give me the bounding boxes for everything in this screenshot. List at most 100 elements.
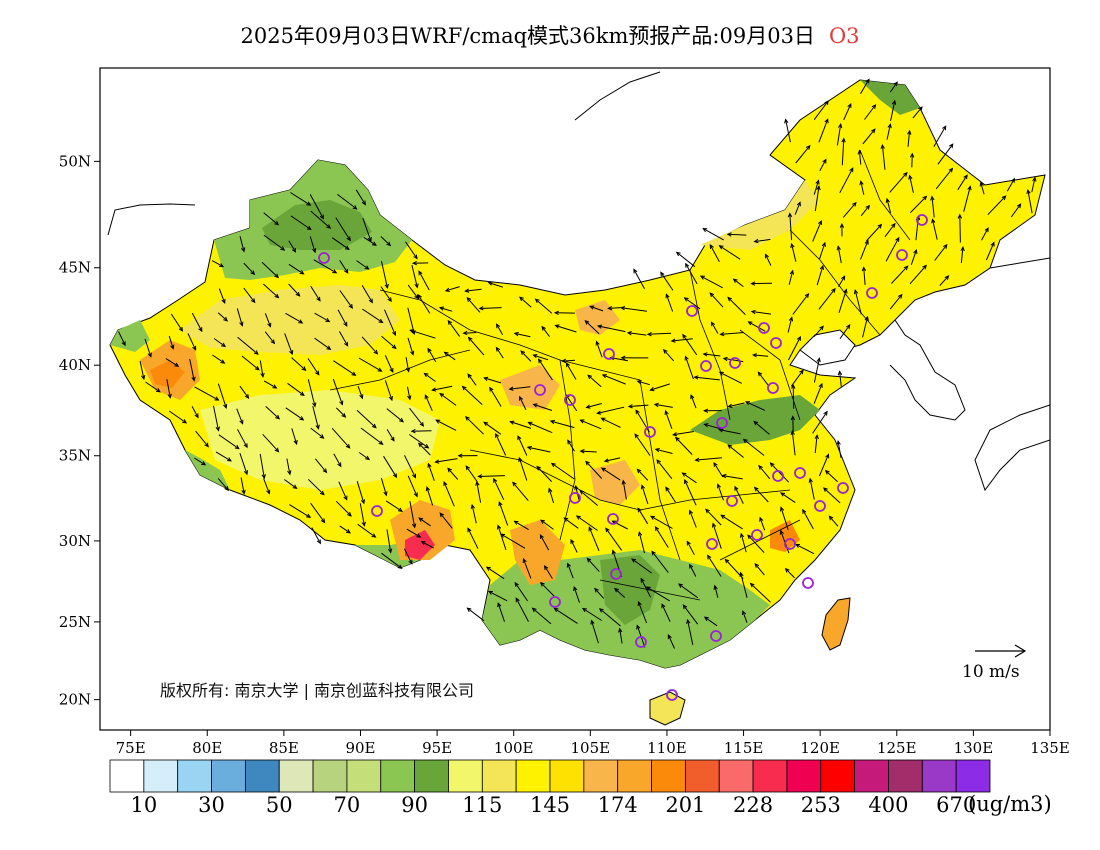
wind-arrow-head	[423, 372, 429, 378]
lon-tick-label: 75E	[116, 739, 146, 757]
wind-arrow	[812, 411, 828, 434]
wind-arrow-head	[427, 462, 432, 468]
wind-arrow	[935, 168, 953, 190]
wind-arrow	[765, 254, 772, 266]
wind-arrow-head	[424, 444, 430, 449]
wind-arrow	[818, 288, 836, 310]
wind-arrow	[554, 607, 578, 624]
wind-arrow-head	[550, 462, 556, 468]
wind-arrow-head	[289, 350, 294, 356]
wind-arrow	[465, 416, 484, 435]
pale-zone-inner-mongolia	[700, 180, 820, 250]
wind-arrow	[785, 119, 791, 143]
wind-arrow	[384, 309, 396, 336]
wind-arrow	[291, 357, 306, 371]
wind-arrow-head	[713, 584, 718, 590]
wind-arrow-head	[942, 125, 947, 131]
wind-arrow	[544, 565, 553, 579]
wind-arrow-head	[434, 459, 440, 464]
wind-arrow-head	[352, 205, 358, 210]
wind-arrow	[409, 407, 424, 427]
wind-arrow	[541, 326, 550, 338]
legend-value: 115	[462, 793, 502, 817]
wind-arrow-head	[239, 321, 244, 327]
wind-arrow	[788, 270, 794, 285]
wind-arrow-head	[585, 460, 590, 466]
wind-arrow-head	[717, 428, 724, 433]
wind-arrow-head	[877, 223, 883, 229]
wind-arrow	[239, 385, 249, 399]
wind-arrow-head	[410, 350, 415, 356]
wind-arrow-head	[686, 540, 691, 546]
wind-arrow	[576, 515, 598, 531]
station-marker	[814, 500, 826, 512]
wind-arrow	[673, 431, 694, 436]
lat-tick-label: 45N	[59, 259, 91, 277]
wind-arrow-head	[464, 288, 470, 293]
station-marker	[896, 249, 908, 261]
wind-arrow-head	[865, 204, 871, 210]
wind-arrow	[520, 350, 532, 362]
wind-arrow	[667, 634, 675, 649]
wind-arrow	[405, 357, 410, 372]
wind-arrow-head	[520, 350, 526, 356]
wind-arrow	[310, 502, 326, 523]
wind-arrow	[307, 379, 316, 407]
wind-arrow-head	[291, 247, 297, 253]
wind-arrow	[468, 337, 485, 356]
wind-arrow	[384, 355, 394, 373]
wind-arrow-head	[345, 529, 351, 534]
wind-arrow	[790, 370, 804, 387]
legend-value: 228	[733, 793, 773, 817]
wind-arrow	[963, 186, 971, 212]
wind-arrow	[614, 588, 626, 598]
wind-arrow	[770, 462, 790, 483]
wind-arrow	[934, 244, 948, 261]
legend-value: 253	[801, 793, 841, 817]
wind-arrow-head	[726, 232, 732, 237]
wind-arrow-head	[412, 473, 416, 479]
wind-arrow	[1006, 178, 1015, 192]
wind-arrow-head	[822, 487, 828, 492]
wind-arrow-head	[864, 239, 869, 245]
map-frame	[99, 67, 1051, 731]
wind-arrow-head	[595, 340, 600, 346]
wind-arrow-head	[417, 294, 422, 300]
wind-arrow-head	[399, 417, 404, 423]
wind-arrow	[463, 332, 477, 334]
wind-arrow	[601, 467, 621, 481]
wind-arrow	[213, 338, 226, 347]
korea-coastline	[889, 319, 966, 421]
wind-arrow	[548, 488, 555, 504]
wind-arrow-head	[495, 432, 500, 438]
lon-tick-label: 85E	[269, 739, 299, 757]
wind-arrow	[728, 402, 745, 408]
wind-arrow-head	[918, 106, 923, 112]
wind-arrow	[586, 403, 602, 408]
wind-arrow-head	[709, 244, 714, 250]
wind-arrow-head	[477, 474, 483, 479]
wind-arrow-head	[984, 227, 989, 233]
wind-arrow	[584, 320, 600, 335]
wind-arrow-head	[861, 266, 867, 272]
wind-arrow-head	[526, 445, 532, 451]
wind-arrow-head	[847, 102, 852, 109]
wind-arrow	[533, 403, 553, 411]
wind-arrow-head	[682, 333, 687, 339]
wind-arrow-head	[408, 559, 413, 565]
wind-arrow-head	[739, 532, 745, 538]
wind-arrow	[194, 457, 206, 466]
legend-swatch	[414, 759, 449, 793]
wind-arrow	[519, 296, 532, 308]
wind-arrow-head	[590, 619, 595, 625]
wind-arrow-head	[465, 465, 470, 471]
wind-arrow-head	[178, 326, 184, 332]
wind-arrow	[631, 558, 652, 574]
wind-arrow	[445, 286, 460, 292]
wind-arrow	[380, 286, 392, 302]
wind-arrow-head	[250, 298, 256, 304]
wind-arrow-head	[601, 374, 607, 379]
wind-arrow-head	[587, 374, 593, 380]
wind-arrow-head	[891, 222, 896, 228]
wind-arrow-head	[280, 246, 286, 251]
